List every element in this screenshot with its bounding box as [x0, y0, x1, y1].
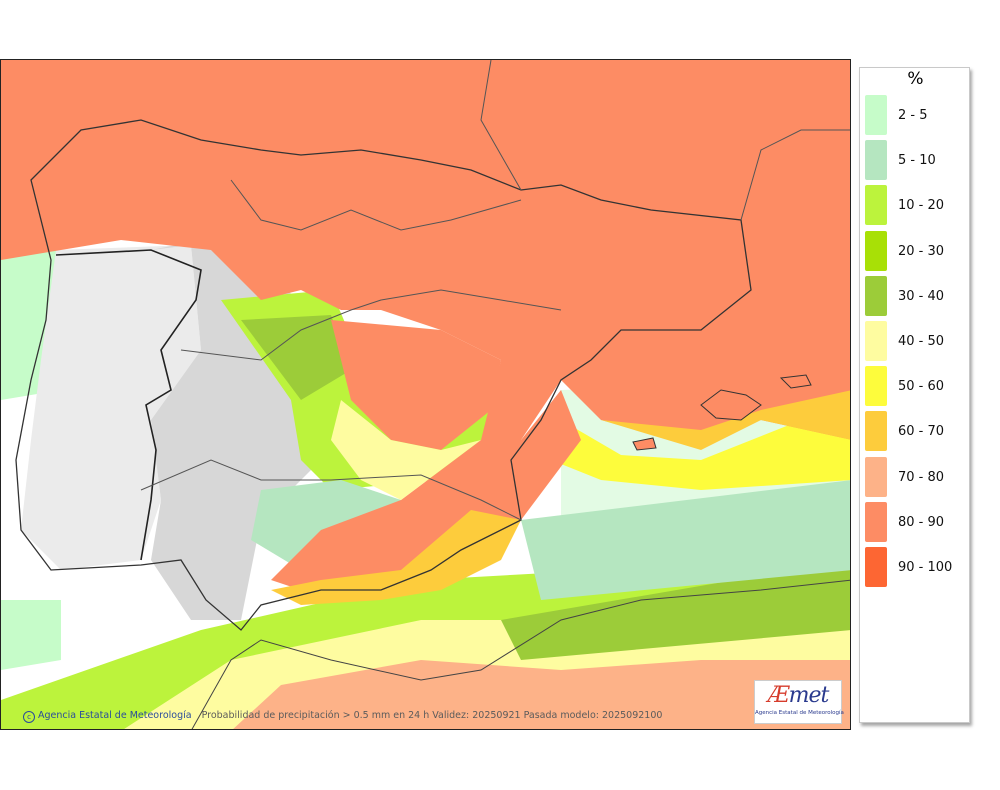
- precipitation-probability-map: c Agencia Estatal de Meteorología Probabil…: [0, 59, 851, 730]
- zone-sea-fringe-60-70: [601, 390, 850, 450]
- zone-north-80-90: [1, 60, 850, 440]
- legend-swatch: [865, 501, 887, 542]
- legend-swatch: [865, 547, 887, 587]
- credit-description: Probabilidad de precipitación > 0.5 mm e…: [201, 710, 663, 721]
- legend-swatch: [865, 185, 887, 226]
- legend-swatch: [865, 230, 887, 271]
- legend-label: 30 - 40: [898, 288, 945, 304]
- logo-text-met: met: [788, 683, 830, 708]
- zone-gulf-green: [1, 600, 61, 670]
- france-border: [480, 60, 522, 191]
- legend-item: 50 - 60: [865, 366, 969, 408]
- zone-africa-70-80: [233, 660, 850, 729]
- france-south-coast: [740, 129, 850, 221]
- legend-label: 5 - 10: [898, 153, 936, 169]
- legend-label: 20 - 30: [898, 243, 945, 259]
- legend-unit: %: [907, 69, 924, 89]
- menorca: [779, 374, 812, 389]
- region-border-south: [140, 459, 522, 521]
- legend-item: 10 - 20: [865, 185, 969, 227]
- legend-label: 40 - 50: [898, 334, 945, 349]
- zone-central-30-40: [241, 315, 351, 400]
- legend-label: 80 - 90: [898, 514, 945, 530]
- zone-fringe-40-50: [331, 400, 481, 500]
- aemet-logo: Æmet Agencia Estatal de Meteorología: [754, 680, 844, 724]
- ibiza: [632, 437, 657, 451]
- legend-label: 2 - 5: [898, 108, 928, 123]
- legend-item: 90 - 100: [865, 547, 969, 589]
- portugal: [21, 245, 201, 570]
- legend-swatch: [865, 275, 887, 316]
- logo-wordmark: Æmet: [755, 684, 841, 708]
- legend-label: 10 - 20: [898, 198, 945, 214]
- region-border-center: [180, 289, 562, 361]
- legend-swatch: [865, 321, 887, 361]
- zone-sea-yellow: [551, 400, 850, 490]
- africa-coast: [191, 579, 850, 729]
- logo-subtitle: Agencia Estatal de Meteorología: [755, 710, 844, 716]
- legend-swatch: [865, 140, 887, 181]
- portugal-border: [55, 249, 202, 561]
- zone-fringe-60-70: [271, 510, 521, 605]
- copyright-icon: c: [23, 711, 35, 723]
- legend-label: 60 - 70: [898, 424, 945, 440]
- legend-item: 20 - 30: [865, 230, 969, 273]
- legend-item: 40 - 50: [865, 321, 969, 363]
- legend-item: 80 - 90: [865, 501, 969, 544]
- legend-swatch: [865, 411, 887, 452]
- legend-item: 5 - 10: [865, 140, 969, 182]
- legend-label: 70 - 80: [898, 469, 945, 485]
- map-canvas: [1, 60, 850, 729]
- logo-text-ae: Æ: [767, 683, 790, 708]
- legend-item: 30 - 40: [865, 275, 969, 318]
- zone-sea-5-10: [521, 480, 850, 600]
- map-credit-line: c Agencia Estatal de Meteorología Probabil…: [23, 710, 662, 723]
- iberia-coastline: [15, 119, 752, 631]
- region-border-north: [230, 179, 522, 231]
- legend-swatch: [865, 366, 887, 407]
- legend-label: 50 - 60: [898, 379, 945, 395]
- zone-southeast-80-90: [271, 390, 581, 590]
- legend-swatch: [865, 95, 887, 135]
- legend-panel: % 2 - 5 5 - 10 10 - 20 20 - 30 30 - 40 40 - 5…: [859, 67, 970, 723]
- legend-swatch: [865, 456, 887, 497]
- legend-label: 90 - 100: [898, 560, 953, 575]
- legend-item: 2 - 5: [865, 95, 969, 137]
- zone-central-east-80-90: [331, 320, 501, 450]
- legend-item: 70 - 80: [865, 456, 969, 499]
- credit-agency: Agencia Estatal de Meteorología: [38, 710, 192, 721]
- mallorca: [700, 389, 762, 421]
- zone-africa-coast-30-40: [501, 560, 850, 660]
- legend-item: 60 - 70: [865, 411, 969, 453]
